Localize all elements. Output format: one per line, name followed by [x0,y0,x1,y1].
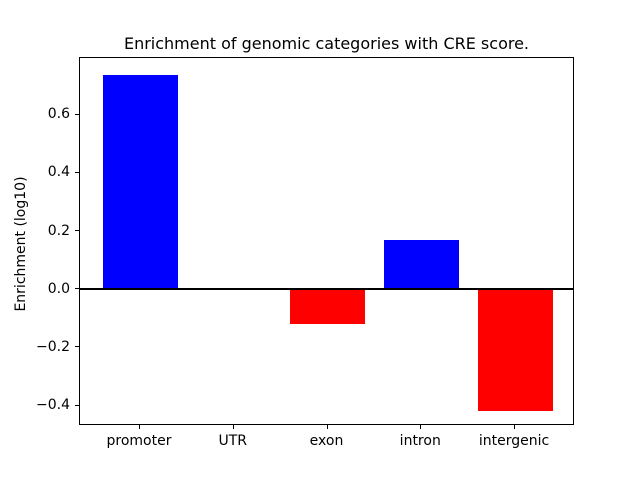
y-tick-label: −0.2 [36,338,70,355]
x-tick-mark [232,425,234,429]
x-tick-label-exon: exon [309,433,344,449]
x-tick-label-intron: intron [399,433,441,449]
y-tick-label: 0.2 [47,222,70,239]
y-tick-mark [75,171,79,173]
y-tick-label: −0.4 [36,397,70,414]
plot-area [79,57,574,425]
y-tick-label: 0.4 [47,164,70,181]
bar-intron [383,239,459,290]
x-tick-label-promoter: promoter [106,433,172,449]
bar-promoter [102,75,178,290]
y-tick-mark [75,113,79,115]
x-tick-label-UTR: UTR [218,433,248,449]
y-tick-mark [75,230,79,232]
zero-line [80,288,573,291]
x-tick-mark [139,425,140,429]
bar-intergenic [477,289,553,412]
y-tick-label: 0.0 [47,280,70,297]
x-tick-label-intergenic: intergenic [478,433,550,449]
chart-title: Enrichment of genomic categories with CR… [123,34,530,53]
y-tick-mark [75,288,79,290]
y-tick-mark [75,404,79,406]
y-tick-mark [75,346,79,348]
x-tick-mark [420,425,422,429]
x-tick-mark [326,425,328,429]
y-tick-label: 0.6 [47,106,70,123]
bar-exon [290,289,365,325]
x-tick-mark [514,425,515,429]
